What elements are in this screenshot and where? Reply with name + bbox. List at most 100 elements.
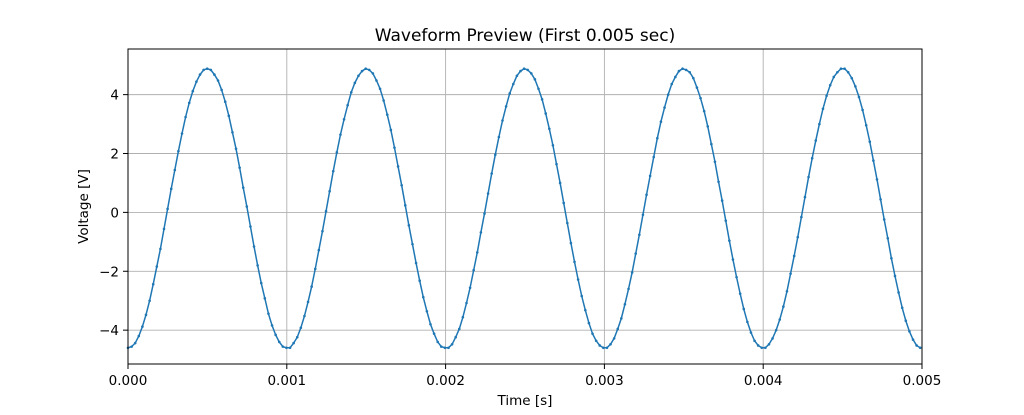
- data-point: [472, 268, 475, 272]
- ticks: 0.000 0.001 0.002 0.003 0.004 0.005 −4 −2 0 2 4: [99, 88, 941, 389]
- data-point: [238, 166, 241, 169]
- data-point: [454, 335, 457, 339]
- data-point: [133, 341, 137, 345]
- data-point: [886, 236, 890, 240]
- data-point: [897, 291, 900, 294]
- data-point: [432, 332, 436, 335]
- data-point: [288, 346, 292, 350]
- data-point: [728, 239, 731, 242]
- data-point: [382, 99, 385, 102]
- data-point: [641, 213, 645, 217]
- data-point: [364, 67, 367, 71]
- data-point: [731, 258, 735, 261]
- x-tick-label: 0.002: [426, 373, 465, 389]
- data-point: [490, 172, 493, 175]
- data-point: [252, 245, 256, 248]
- data-point: [692, 76, 695, 80]
- series-markers: [126, 67, 922, 350]
- data-point: [807, 175, 810, 179]
- data-point: [789, 272, 792, 275]
- y-tick-label: −4: [99, 323, 119, 339]
- data-point: [900, 306, 904, 310]
- data-point: [483, 212, 486, 215]
- data-layer: [126, 67, 922, 350]
- data-point: [634, 252, 638, 255]
- data-point: [396, 165, 400, 168]
- data-point: [443, 346, 447, 350]
- data-point: [227, 114, 231, 118]
- data-point: [457, 327, 461, 331]
- data-point: [537, 87, 540, 91]
- y-tick-label: 2: [110, 147, 119, 163]
- data-point: [663, 106, 666, 109]
- data-point: [612, 337, 616, 340]
- data-point: [155, 265, 159, 268]
- data-point: [652, 155, 656, 159]
- data-point: [699, 96, 702, 100]
- data-point: [180, 132, 184, 135]
- data-point: [187, 101, 191, 105]
- data-point: [360, 69, 364, 73]
- data-point: [879, 198, 882, 201]
- data-point: [418, 279, 421, 282]
- data-point: [479, 231, 483, 234]
- data-point: [713, 160, 717, 164]
- data-point: [389, 128, 393, 132]
- data-point: [519, 69, 522, 73]
- data-point: [328, 189, 331, 193]
- data-point: [706, 125, 710, 128]
- data-point: [814, 139, 818, 142]
- data-point: [825, 94, 828, 98]
- data-point: [339, 133, 342, 136]
- data-point: [198, 73, 202, 76]
- data-point: [177, 149, 180, 153]
- data-point: [782, 305, 785, 308]
- data-point: [497, 135, 501, 139]
- data-point: [605, 346, 609, 350]
- data-point: [821, 107, 825, 111]
- data-point: [677, 69, 681, 73]
- data-point: [353, 81, 357, 85]
- data-point: [774, 328, 778, 332]
- data-point: [764, 346, 767, 350]
- data-point: [904, 319, 908, 323]
- data-point: [861, 108, 864, 112]
- data-point: [259, 281, 263, 285]
- data-point: [666, 93, 670, 96]
- data-point: [241, 186, 245, 189]
- data-point: [461, 315, 465, 319]
- data-point: [137, 334, 141, 338]
- plot-frame: [127, 48, 923, 365]
- data-point: [375, 79, 378, 82]
- data-point: [403, 204, 407, 207]
- data-point: [627, 287, 630, 291]
- data-point: [475, 251, 479, 254]
- data-point: [515, 74, 519, 78]
- data-point: [760, 346, 764, 350]
- data-point: [875, 178, 879, 181]
- data-point: [810, 156, 814, 160]
- data-point: [587, 321, 591, 325]
- data-point: [267, 312, 270, 315]
- data-point: [526, 68, 529, 72]
- data-point: [638, 233, 641, 237]
- data-point: [562, 201, 566, 205]
- data-point: [800, 215, 803, 219]
- data-point: [785, 289, 789, 293]
- data-point: [213, 73, 216, 76]
- data-point: [346, 103, 349, 107]
- data-point: [191, 89, 195, 93]
- data-point: [749, 331, 753, 334]
- data-point: [508, 92, 512, 95]
- data-point: [566, 221, 569, 225]
- data-point: [357, 74, 360, 78]
- data-point: [195, 80, 198, 83]
- data-point: [580, 294, 584, 298]
- data-point: [854, 85, 857, 88]
- data-point: [544, 112, 548, 115]
- x-tick-label: 0.000: [109, 373, 148, 389]
- data-point: [231, 131, 234, 134]
- y-tick-label: 4: [110, 88, 119, 104]
- x-tick-label: 0.004: [744, 373, 783, 389]
